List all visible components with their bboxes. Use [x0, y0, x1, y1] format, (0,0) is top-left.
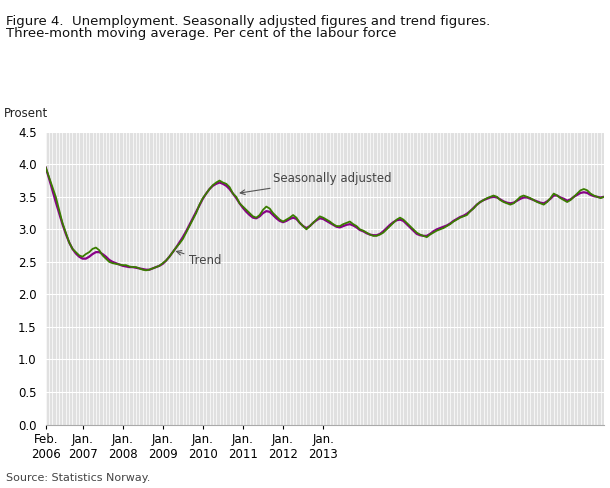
Text: Source: Statistics Norway.: Source: Statistics Norway. — [6, 473, 151, 483]
Text: Three-month moving average. Per cent of the labour force: Three-month moving average. Per cent of … — [6, 27, 397, 40]
Text: Trend: Trend — [176, 250, 222, 267]
Text: Seasonally adjusted: Seasonally adjusted — [240, 172, 392, 195]
Text: Prosent: Prosent — [4, 107, 48, 120]
Text: Figure 4.  Unemployment. Seasonally adjusted figures and trend figures.: Figure 4. Unemployment. Seasonally adjus… — [6, 15, 490, 28]
